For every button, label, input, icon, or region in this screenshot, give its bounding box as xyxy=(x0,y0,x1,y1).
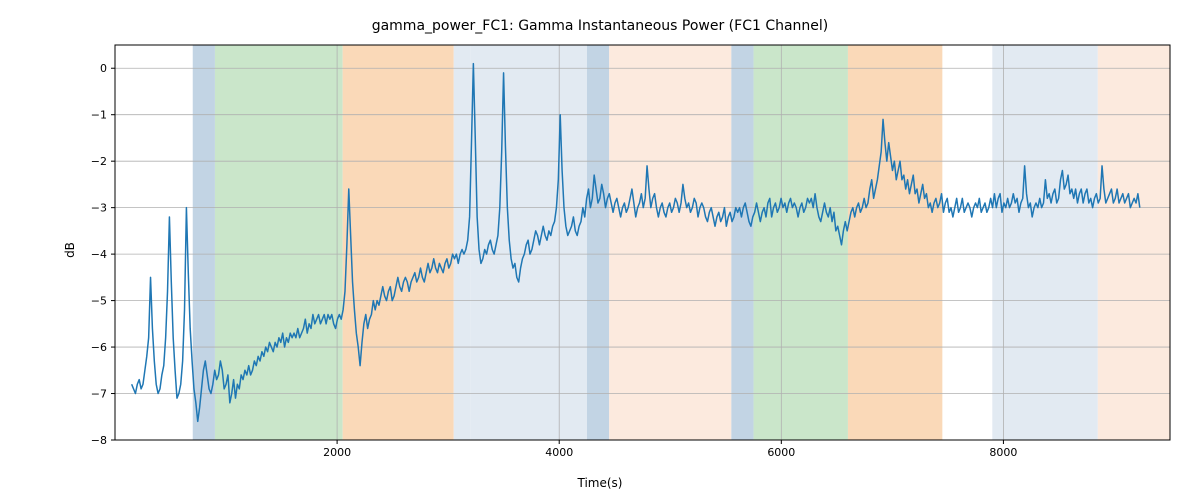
y-tick-label: −1 xyxy=(91,109,107,122)
x-tick-label: 2000 xyxy=(323,446,351,459)
band xyxy=(587,45,609,440)
band xyxy=(1009,45,1098,440)
y-tick-label: −8 xyxy=(91,434,107,447)
band xyxy=(848,45,942,440)
y-tick-label: −7 xyxy=(91,388,107,401)
y-tick-label: −3 xyxy=(91,202,107,215)
plot-svg: 2000 4000 6000 8000 −8 −7 −6 −5 −4 −3 −2 −1 0 xyxy=(0,0,1200,500)
y-tick-label: −6 xyxy=(91,341,107,354)
band xyxy=(343,45,454,440)
band xyxy=(731,45,753,440)
band xyxy=(609,45,731,440)
figure: gamma_power_FC1: Gamma Instantaneous Pow… xyxy=(0,0,1200,500)
y-tick-label: −4 xyxy=(91,248,107,261)
band xyxy=(1098,45,1170,440)
y-tick-label: −2 xyxy=(91,155,107,168)
x-tick-label: 6000 xyxy=(767,446,795,459)
band xyxy=(754,45,848,440)
y-tick-label: −5 xyxy=(91,295,107,308)
band xyxy=(992,45,1009,440)
bands xyxy=(193,45,1170,440)
band xyxy=(193,45,215,440)
x-tick-label: 8000 xyxy=(989,446,1017,459)
y-tick-label: 0 xyxy=(100,62,107,75)
x-tick-label: 4000 xyxy=(545,446,573,459)
